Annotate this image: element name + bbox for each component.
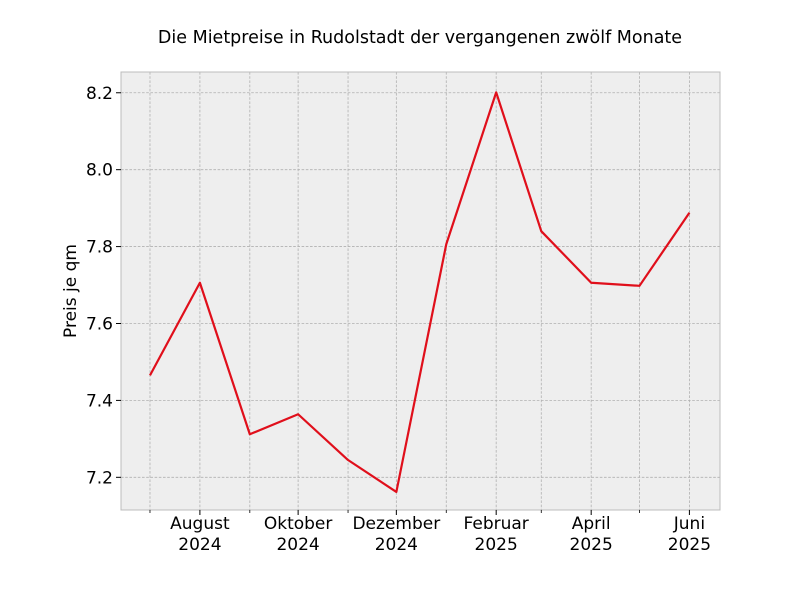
x-tick-label-month: Juni (673, 514, 705, 534)
y-axis-label: Preis je qm (61, 244, 81, 338)
x-tick-label-month: April (572, 514, 611, 534)
plot-area (121, 72, 720, 510)
y-axis: 7.2 7.4 7.6 7.8 8.0 8.2 (86, 84, 121, 488)
x-tick-label-month: Dezember (352, 514, 440, 534)
y-tick-label: 8.0 (86, 161, 113, 181)
y-tick-label: 7.6 (86, 314, 113, 334)
x-tick-label-year: 2025 (475, 535, 518, 555)
x-tick-label-month: Oktober (264, 514, 333, 534)
x-tick-label-year: 2024 (375, 535, 418, 555)
plot-frame (120, 71, 721, 511)
y-tick-label: 7.2 (86, 468, 113, 488)
y-tick-label: 7.4 (86, 391, 113, 411)
chart-title: Die Mietpreise in Rudolstadt der vergang… (158, 28, 682, 48)
x-tick-label-month: August (170, 514, 230, 534)
x-tick-label-month: Februar (464, 514, 529, 534)
series-line (149, 91, 691, 494)
x-axis: August2024Oktober2024Dezember2024Februar… (149, 510, 711, 555)
grid-lines (121, 72, 720, 510)
x-tick-label-year: 2024 (276, 535, 319, 555)
x-tick-label-year: 2025 (668, 535, 711, 555)
y-tick-label: 8.2 (86, 84, 113, 104)
x-tick-label-year: 2024 (178, 535, 221, 555)
x-tick-label-year: 2025 (570, 535, 613, 555)
y-tick-label: 7.8 (86, 238, 113, 258)
